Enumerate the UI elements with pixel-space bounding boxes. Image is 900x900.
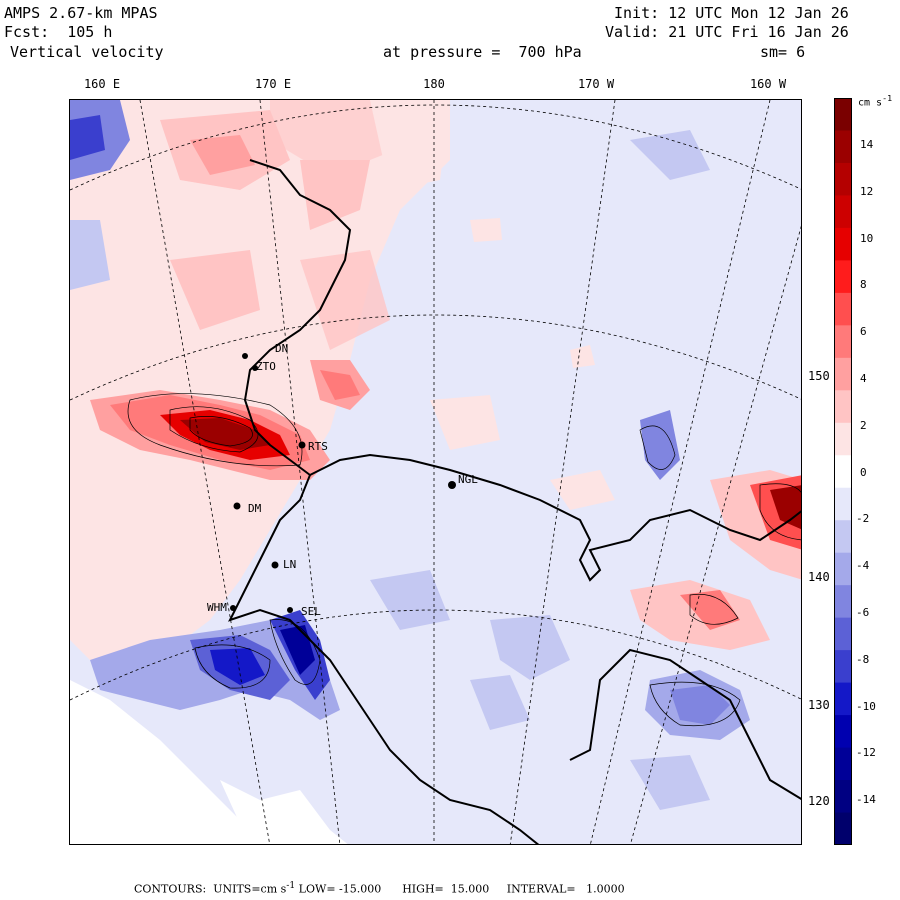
model-title: AMPS 2.67-km MPAS [4, 4, 158, 22]
colorbar-tick-label: 10 [860, 231, 874, 245]
colorbar-tick-label: -2 [856, 512, 870, 526]
lon-label-170e: 170 E [254, 77, 292, 91]
station-dm-marker [233, 502, 241, 510]
station-ngl-label: NGL [458, 473, 478, 486]
lon-label-160w: 160 W [749, 77, 787, 91]
smoothing-value: sm= 6 [760, 43, 806, 61]
vertical-velocity-field: NGL RTS DM LN SEL WHM DN ZTO [70, 100, 801, 844]
station-zto-label: ZTO [256, 360, 276, 373]
colorbar-swatch [834, 552, 852, 586]
station-whm-marker [230, 605, 236, 611]
forecast-hour: Fcst: 105 h [4, 23, 113, 41]
colorbar-tick-label: 0 [860, 465, 867, 479]
strong-uplift-core [180, 418, 270, 450]
station-sel-marker [287, 607, 293, 613]
coastline [228, 159, 801, 844]
colorbar-swatch [834, 227, 852, 261]
station-whm-label: WHM [207, 601, 227, 614]
colorbar-swatch [834, 98, 852, 131]
station-ln-marker [271, 561, 279, 569]
pressure-level: at pressure = 700 hPa [383, 43, 582, 61]
station-zto-marker [252, 365, 258, 371]
colorbar-swatch [834, 130, 852, 164]
colorbar-swatch [834, 617, 852, 651]
colorbar-tick-label: 2 [860, 418, 867, 432]
colorbar-tick-label: 14 [860, 138, 874, 151]
colorbar-swatch [834, 260, 852, 294]
station-sel-label: SEL [301, 605, 321, 618]
colorbar-tick-label: -12 [856, 746, 876, 760]
lon-label-180: 180 [423, 77, 445, 91]
colorbar-swatch [834, 520, 852, 554]
station-ngl-marker [448, 481, 456, 489]
colorbar-swatch [834, 162, 852, 196]
colorbar-swatch [834, 455, 852, 489]
colorbar-units: cm s-1 [858, 93, 893, 109]
field-name: Vertical velocity [10, 43, 164, 61]
colorbar-swatch [834, 780, 852, 814]
valid-time: Valid: 21 UTC Fri 16 Jan 26 [605, 23, 849, 41]
station-ln-label: LN [283, 558, 296, 571]
graticule [70, 100, 801, 844]
colorbar-tick-label: 4 [860, 372, 867, 385]
colorbar-swatch [834, 747, 852, 781]
no-data-region-2 [220, 780, 348, 844]
contour-info: CONTOURS: UNITS=cm s-1 LOW= -15.000 HIGH… [134, 880, 625, 896]
colorbar-swatch [834, 585, 852, 619]
station-dm-label: DM [248, 502, 262, 515]
stations: NGL RTS DM LN SEL WHM DN ZTO [207, 342, 478, 618]
contour-lines [127, 393, 801, 727]
colorbar-swatch [834, 325, 852, 359]
colorbar-swatch [834, 650, 852, 684]
colorbar-swatch [834, 715, 852, 749]
pink-region-west [70, 100, 450, 660]
colorbar-swatch [834, 390, 852, 424]
colorbar-tick-label: -14 [856, 793, 876, 807]
colorbar-tick-label: -4 [856, 559, 870, 573]
station-dn-label: DN [275, 342, 288, 355]
station-rts-label: RTS [308, 440, 328, 453]
map-panel[interactable]: NGL RTS DM LN SEL WHM DN ZTO [69, 99, 802, 845]
colorbar-tick-label: 12 [860, 184, 874, 198]
station-rts-marker [298, 441, 306, 449]
colorbar-swatch [834, 487, 852, 521]
colorbar-swatch [834, 812, 852, 845]
colorbar-tick-label: -8 [856, 652, 870, 666]
colorbar-swatch [834, 357, 852, 391]
colorbar [834, 98, 852, 845]
colorbar-tick-label: -10 [856, 699, 876, 713]
colorbar-swatch [834, 292, 852, 326]
colorbar-swatch [834, 682, 852, 716]
no-data-region [70, 680, 259, 844]
colorbar-tick-label: 6 [860, 325, 867, 339]
colorbar-swatch [834, 195, 852, 229]
colorbar-tick-label: 8 [860, 278, 867, 292]
colorbar-tick-label: -6 [856, 606, 870, 619]
colorbar-swatch [834, 422, 852, 456]
station-dn-marker [242, 353, 248, 359]
lon-label-170w: 170 W [577, 77, 615, 91]
lon-label-160e: 160 E [83, 77, 121, 91]
init-time: Init: 12 UTC Mon 12 Jan 26 [614, 4, 849, 22]
